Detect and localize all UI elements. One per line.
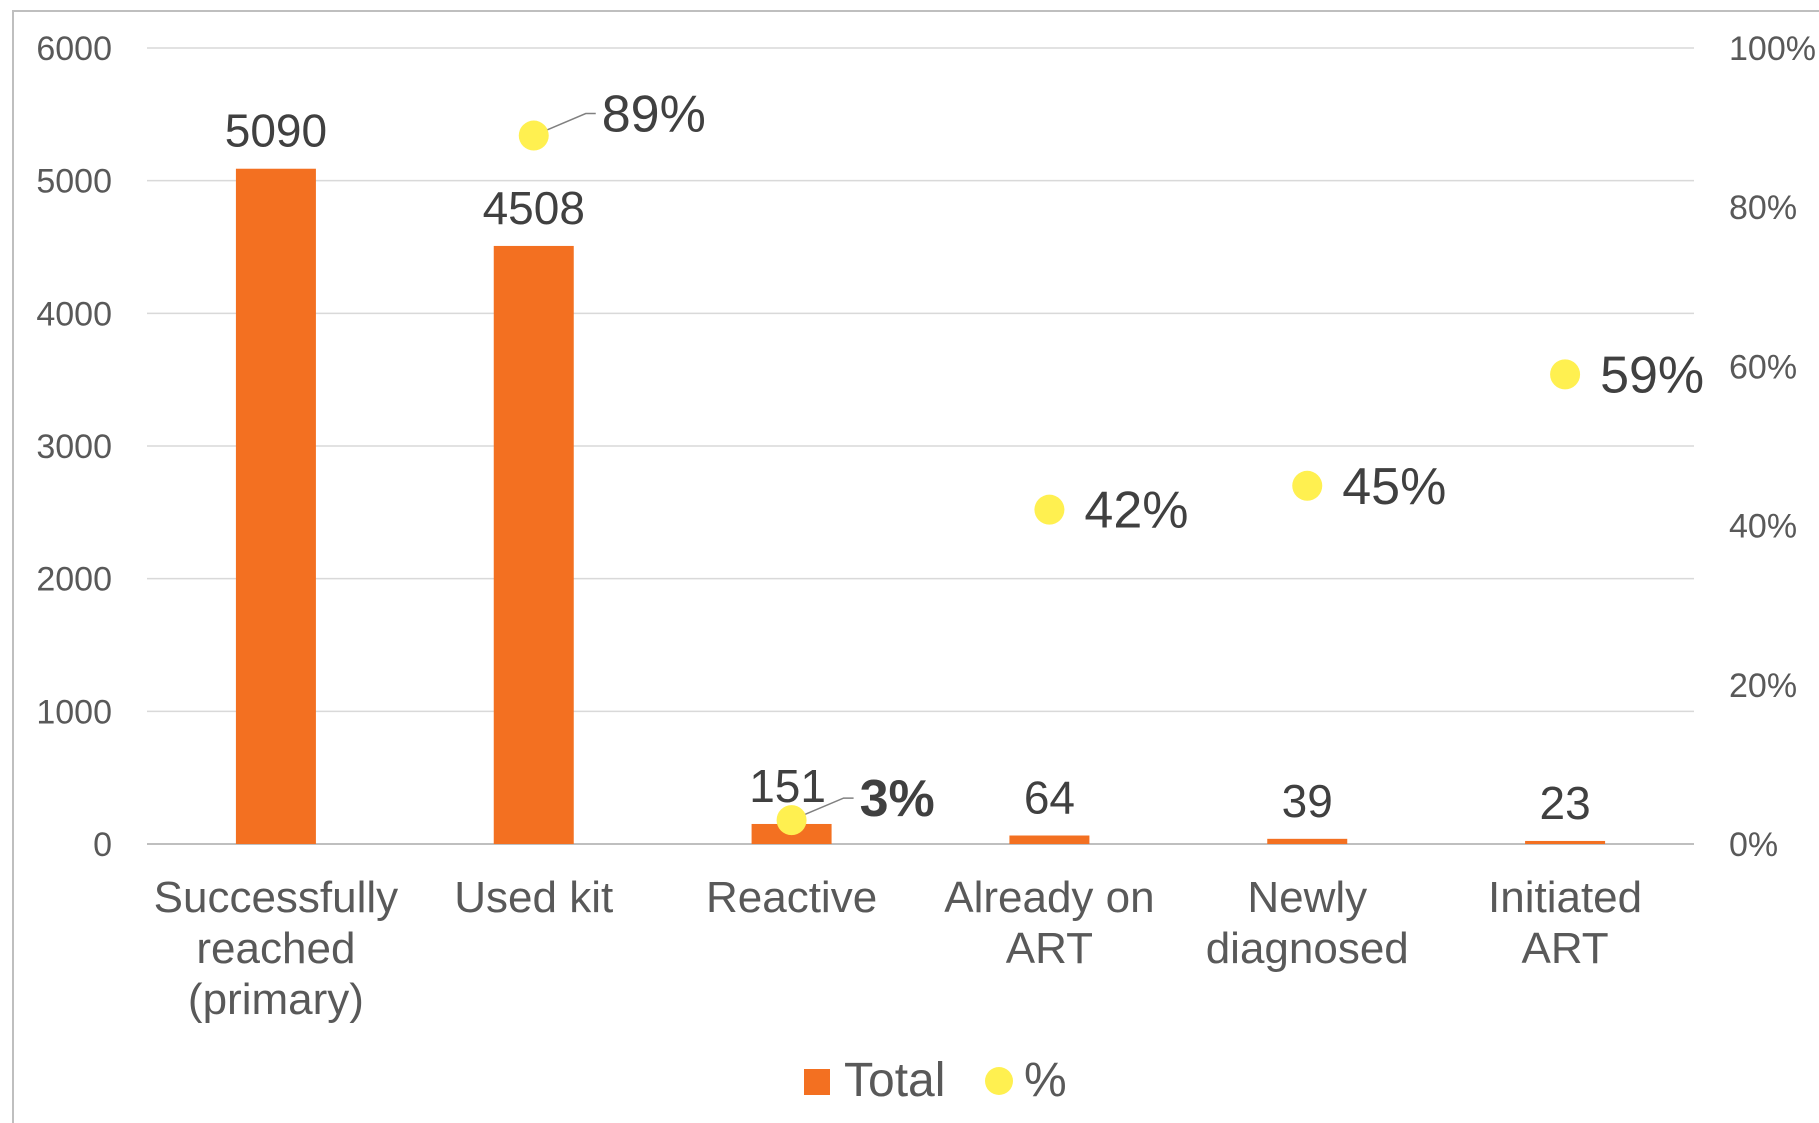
chart-svg: 0 1000 2000 3000 4000 5000 6000 0% 20% 40% 60% 80% 1… <box>36 30 1816 1107</box>
bar-4 <box>1009 835 1090 844</box>
percent-label: 59% <box>1600 346 1704 404</box>
bar-5 <box>1267 838 1348 844</box>
category-label: Used kit <box>454 873 613 922</box>
bar-value-label: 4508 <box>483 182 585 234</box>
percent-point-3 <box>776 805 807 836</box>
category-label: Reactive <box>706 873 877 922</box>
y-right-tick-label: 100% <box>1729 30 1816 68</box>
y-left-tick-label: 0 <box>93 826 112 864</box>
legend-label-percent: % <box>1024 1054 1067 1107</box>
category-label: ART <box>1521 924 1608 973</box>
y-left-tick-label: 2000 <box>36 561 112 599</box>
bar-value-label: 23 <box>1539 777 1590 829</box>
percent-label: 42% <box>1084 482 1188 540</box>
bar-6 <box>1525 840 1606 844</box>
y-left-tick-label: 5000 <box>36 163 112 201</box>
category-label: diagnosed <box>1206 924 1409 973</box>
y-right-tick-label: 20% <box>1729 667 1797 705</box>
y-right-tick-label: 60% <box>1729 348 1797 386</box>
bar-value-label: 5090 <box>225 105 327 157</box>
bar-value-label: 64 <box>1024 772 1075 824</box>
y-right-tick-label: 0% <box>1729 826 1778 864</box>
legend-swatch-total <box>804 1069 830 1095</box>
bar-1 <box>235 168 316 844</box>
percent-point-4 <box>1034 494 1065 525</box>
y-right-tick-label: 80% <box>1729 189 1797 227</box>
percent-point-2 <box>518 120 549 151</box>
legend-label-total: Total <box>844 1054 945 1107</box>
category-label: Newly <box>1247 873 1367 922</box>
percent-label: 45% <box>1342 458 1446 516</box>
leader-line <box>533 112 596 137</box>
percent-point-6 <box>1550 359 1581 390</box>
category-label: ART <box>1006 924 1093 973</box>
legend-swatch-percent <box>985 1067 1013 1095</box>
y-right-tick-label: 40% <box>1729 508 1797 546</box>
y-left-tick-label: 1000 <box>36 693 112 731</box>
y-left-tick-label: 6000 <box>36 30 112 68</box>
y-left-tick-label: 4000 <box>36 295 112 333</box>
category-label: Successfully <box>154 873 399 922</box>
leader-line <box>791 797 854 821</box>
percent-point-5 <box>1292 470 1323 501</box>
bar-2 <box>493 245 574 844</box>
y-left-tick-label: 3000 <box>36 428 112 466</box>
category-label: Already on <box>944 873 1154 922</box>
category-label: reached <box>196 924 355 973</box>
bar-value-label: 39 <box>1282 775 1333 827</box>
chart: 0 1000 2000 3000 4000 5000 6000 0% 20% 40% 60% 80% 1… <box>12 10 1819 1123</box>
category-label: Initiated <box>1488 873 1642 922</box>
percent-label: 3% <box>860 770 935 828</box>
bar-value-label: 151 <box>749 760 826 812</box>
percent-label: 89% <box>602 86 706 144</box>
category-label: (primary) <box>188 975 364 1024</box>
